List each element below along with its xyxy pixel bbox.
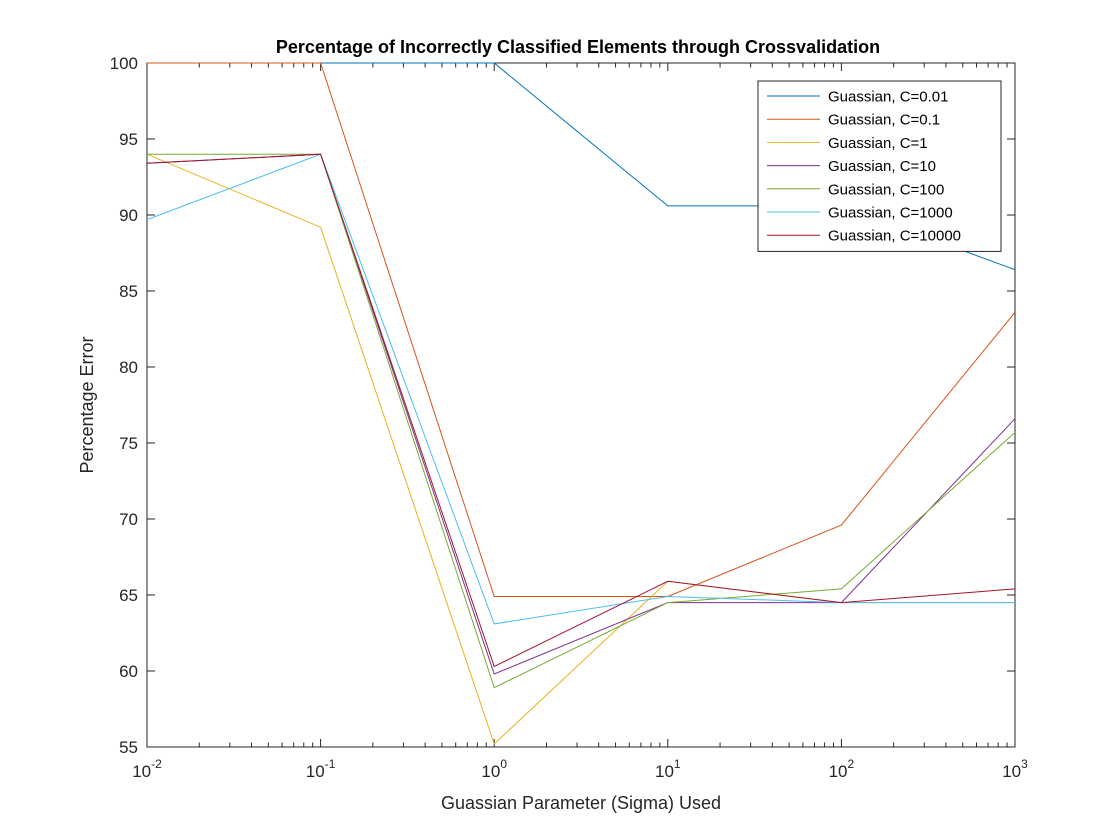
y-tick-label: 90: [119, 206, 138, 225]
x-tick-exponent: 1: [674, 757, 681, 771]
legend-label: Guassian, C=1: [828, 135, 928, 152]
y-tick-label: 100: [110, 54, 138, 73]
series-line-6: [146, 153, 1016, 668]
y-tick-label: 85: [119, 282, 138, 301]
legend-label: Guassian, C=10: [828, 158, 936, 175]
chart-title: Percentage of Incorrectly Classified Ele…: [276, 37, 880, 57]
legend-label: Guassian, C=100: [828, 181, 944, 198]
x-tick-exponent: -1: [325, 757, 336, 771]
x-tick-base: 10: [829, 762, 848, 781]
x-tick-exponent: 0: [500, 757, 507, 771]
x-tick-base: 10: [306, 762, 325, 781]
x-tick-base: 10: [655, 762, 674, 781]
series-line-4: [147, 153, 1016, 689]
y-tick-label: 65: [119, 586, 138, 605]
series-line-5: [146, 153, 1015, 625]
x-tick-label: 102: [829, 757, 855, 781]
y-tick-label: 95: [119, 130, 138, 149]
x-tick-label: 100: [481, 757, 507, 781]
legend-label: Guassian, C=0.1: [828, 112, 940, 129]
x-tick-exponent: 2: [848, 757, 855, 771]
x-tick-exponent: 3: [1021, 757, 1028, 771]
series-line-1: [147, 62, 1016, 597]
legend-label: Guassian, C=1000: [828, 205, 953, 222]
x-tick-label: 103: [1002, 757, 1028, 781]
x-tick-exponent: -2: [151, 757, 162, 771]
legend-box: [757, 80, 1002, 252]
x-tick-label: 10-2: [132, 757, 162, 781]
legend: Guassian, C=0.01 Guassian, C=0.1 Guassian,…: [757, 80, 1002, 252]
y-axis-label: Percentage Error: [77, 336, 97, 473]
legend-label: Guassian, C=10000: [828, 228, 961, 245]
y-tick-label: 55: [119, 738, 138, 757]
x-axis-label: Guassian Parameter (Sigma) Used: [441, 793, 721, 813]
x-tick-base: 10: [481, 762, 500, 781]
x-tick-label: 101: [655, 757, 681, 781]
y-tick-label: 80: [119, 358, 138, 377]
x-tick-base: 10: [1002, 762, 1021, 781]
y-tick-label: 70: [119, 510, 138, 529]
x-tick-base: 10: [132, 762, 151, 781]
legend-label: Guassian, C=0.01: [828, 89, 949, 106]
y-tick-label: 60: [119, 662, 138, 681]
y-tick-label: 75: [119, 434, 138, 453]
x-tick-label: 10-1: [306, 757, 336, 781]
